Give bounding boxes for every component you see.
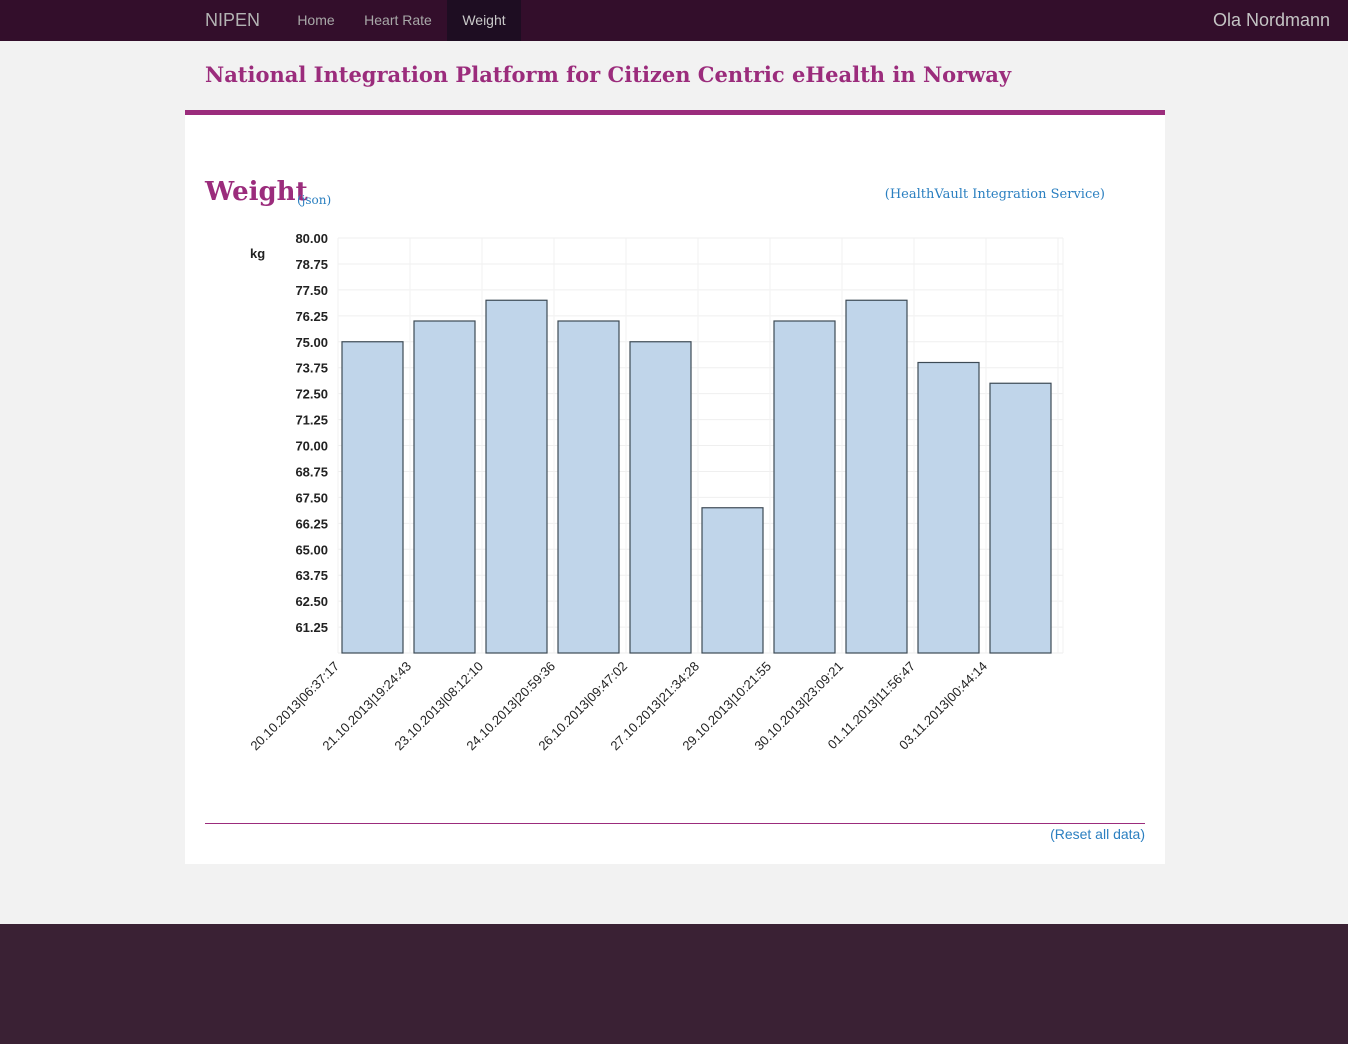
y-axis-unit: kg	[250, 246, 265, 261]
y-tick-label: 77.50	[295, 283, 328, 298]
y-tick-label: 78.75	[295, 257, 328, 272]
reset-all-data-link[interactable]: (Reset all data)	[1050, 826, 1145, 842]
bar	[701, 507, 764, 654]
bar	[629, 341, 692, 654]
nav-item-weight[interactable]: Weight	[447, 0, 521, 41]
weight-chart: 80.00 78.75 77.50 76.25 75.00 73.75 72.50 71.25…	[247, 231, 1064, 753]
y-tick-label: 63.75	[295, 568, 328, 583]
y-tick-label: 71.25	[295, 413, 328, 428]
y-tick-label: 72.50	[295, 387, 328, 402]
bar	[485, 299, 548, 654]
reset-divider	[205, 823, 1145, 824]
y-tick-label: 65.00	[295, 542, 328, 557]
bar	[917, 361, 980, 654]
title-divider	[185, 110, 1165, 115]
y-tick-label: 67.50	[295, 490, 328, 505]
healthvault-link[interactable]: (HealthVault Integration Service)	[884, 187, 1105, 202]
bar	[413, 320, 476, 654]
page-title: National Integration Platform for Citize…	[205, 62, 1012, 87]
json-link[interactable]: (json)	[297, 193, 332, 207]
y-tick-label: 66.25	[295, 516, 328, 531]
y-tick-label: 76.25	[295, 309, 328, 324]
section-heading: Weight	[205, 177, 308, 207]
bar	[341, 341, 404, 654]
y-tick-label: 70.00	[295, 439, 328, 454]
nav-item-home[interactable]: Home	[297, 12, 335, 28]
y-tick-label: 68.75	[295, 464, 328, 479]
nav-item-heart-rate[interactable]: Heart Rate	[364, 12, 432, 28]
bar	[845, 299, 908, 654]
y-tick-label: 61.25	[295, 620, 328, 635]
y-tick-label: 73.75	[295, 361, 328, 376]
brand-logo[interactable]: NIPEN	[205, 10, 261, 30]
footer	[0, 924, 1348, 1044]
top-navbar: NIPEN Home Heart Rate Weight Ola Nordman…	[0, 0, 1348, 41]
content-panel: Weight (json) (HealthVault Integration S…	[185, 115, 1165, 864]
bar	[773, 320, 836, 654]
y-tick-label: 75.00	[295, 335, 328, 350]
user-name[interactable]: Ola Nordmann	[1212, 10, 1330, 30]
bar	[557, 320, 620, 654]
y-tick-label: 62.50	[295, 594, 328, 609]
y-tick-label: 80.00	[295, 231, 328, 246]
bar	[989, 382, 1052, 654]
